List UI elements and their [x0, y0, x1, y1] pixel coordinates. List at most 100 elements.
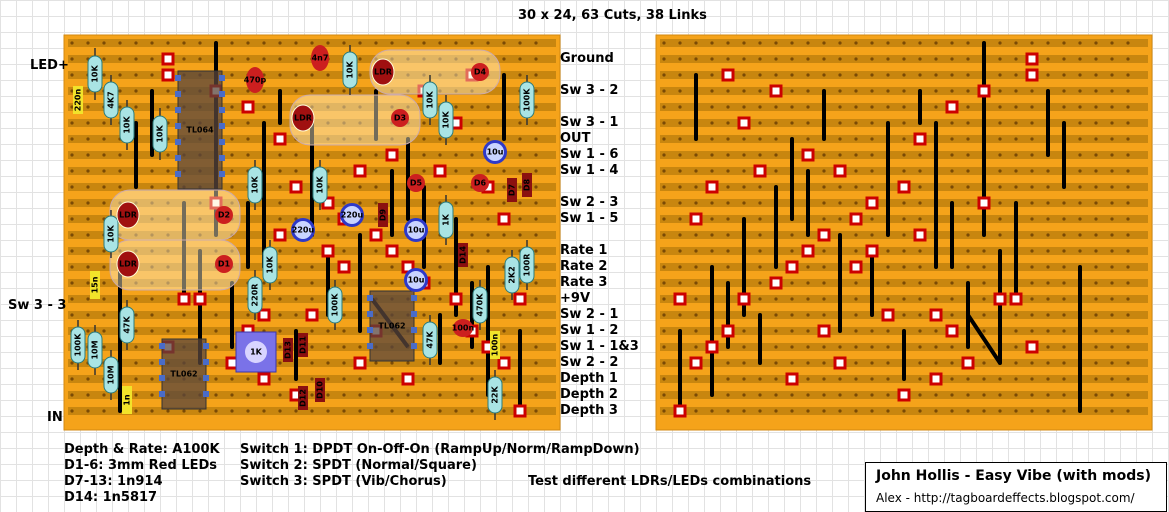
board-copper-side-hole: [662, 249, 666, 253]
board-copper-side-hole: [934, 345, 938, 349]
ic-tl064-pin: [219, 123, 225, 129]
board-copper-side-hole: [694, 201, 698, 205]
res-470k: [472, 286, 488, 324]
board-copper-side-hole: [822, 249, 826, 253]
board-copper-side-hole: [1046, 297, 1050, 301]
board-component-side-hole: [326, 233, 330, 237]
board-component-side-hole: [118, 169, 122, 173]
board-component-side-hole: [278, 73, 282, 77]
track-cut: [753, 164, 767, 178]
board-component-side-hole: [118, 249, 122, 253]
board-copper-side-hole: [1030, 233, 1034, 237]
board-copper-side-hole: [774, 121, 778, 125]
board-copper-side-hole: [1014, 169, 1018, 173]
board-copper-side-hole: [1014, 89, 1018, 93]
board-component-side-hole: [310, 265, 314, 269]
board-component-side-hole: [422, 313, 426, 317]
board-copper-side-hole: [806, 297, 810, 301]
note-switch1: Switch 1: DPDT On-Off-On (RampUp/Norm/Ra…: [240, 442, 640, 457]
board-copper-side-hole: [1094, 185, 1098, 189]
res-10k-b: [119, 106, 135, 144]
diode-d12-label: D12: [299, 389, 308, 407]
board-copper-side-hole: [662, 297, 666, 301]
board-component-side-hole: [278, 297, 282, 301]
board-copper-side-hole: [1078, 201, 1082, 205]
board-copper-side-hole: [854, 41, 858, 45]
track-cut: [801, 244, 815, 258]
board-copper-side-hole: [838, 393, 842, 397]
board-copper-side-hole: [822, 201, 826, 205]
board-copper-side-hole: [966, 89, 970, 93]
track-cut: [785, 372, 799, 386]
board-component-side-hole: [454, 89, 458, 93]
board-component-side-hole: [438, 297, 442, 301]
res-10k-i: [262, 246, 278, 284]
board-component-side-hole: [150, 281, 154, 285]
board-copper-side-hole: [1014, 345, 1018, 349]
ic-tl062-a-label: TL062: [170, 370, 197, 379]
track-cut: [385, 148, 399, 162]
board-copper-side-hole: [710, 57, 714, 61]
ic-tl062-a-pin: [203, 391, 209, 397]
board-component-side-hole: [406, 409, 410, 413]
board-copper-side-hole: [934, 73, 938, 77]
board-component-side-hole: [390, 265, 394, 269]
board-copper-side-hole: [886, 57, 890, 61]
board-component-side-hole: [198, 233, 202, 237]
note-d7-13: D7-13: 1n914: [64, 474, 163, 489]
board-component-side-hole: [358, 377, 362, 381]
board-component-side-hole: [70, 201, 74, 205]
board-component-side-hole: [470, 169, 474, 173]
track-cut: [353, 356, 367, 370]
ic-tl062-b-pin: [411, 327, 417, 333]
cap-220n-value: 220n: [74, 89, 83, 112]
ldr-4: [116, 250, 140, 278]
board-copper-side-hole: [678, 41, 682, 45]
board-copper-side-hole: [662, 233, 666, 237]
row-label-18: Depth 3: [560, 403, 618, 418]
board-component-side-hole: [230, 185, 234, 189]
ic-tl062-b-label: TL062: [378, 322, 405, 331]
board-copper-side-hole: [1046, 265, 1050, 269]
board-copper-side-hole: [902, 265, 906, 269]
board-component-side-hole: [534, 41, 538, 45]
board-copper-side-hole: [1046, 329, 1050, 333]
board-copper-side-hole: [822, 153, 826, 157]
res-10k-f-value: 10K: [346, 61, 355, 79]
board-component-side-hole: [102, 409, 106, 413]
board-component-side-hole: [150, 297, 154, 301]
board-copper-side-hole: [966, 169, 970, 173]
board-copper-side-hole: [822, 73, 826, 77]
ic-tl064-pin: [175, 155, 181, 161]
board-copper-side-hole: [710, 153, 714, 157]
board-copper-side-hole: [1030, 169, 1034, 173]
board-copper-side-hole: [710, 217, 714, 221]
board-copper-side-hole: [950, 121, 954, 125]
board-copper-side-hole: [758, 121, 762, 125]
board-copper-side-hole: [726, 137, 730, 141]
board-component-side-hole: [342, 329, 346, 333]
board-copper-side-hole: [694, 409, 698, 413]
track-cut: [337, 260, 351, 274]
board-component-side-hole: [518, 217, 522, 221]
board-copper-side-hole: [806, 393, 810, 397]
led-d2-label: D2: [218, 211, 230, 220]
board-copper-side-hole: [886, 105, 890, 109]
board-component-side-hole: [166, 233, 170, 237]
board-component-side-hole: [134, 73, 138, 77]
board-component-side-hole: [342, 281, 346, 285]
board-copper-side-hole: [934, 297, 938, 301]
board-copper-side-hole: [1094, 217, 1098, 221]
board-copper-side-hole: [934, 41, 938, 45]
board-copper-side-hole: [902, 89, 906, 93]
board-component-side-hole: [278, 153, 282, 157]
board-copper-side-hole: [742, 41, 746, 45]
board-component-side-hole: [166, 217, 170, 221]
board-copper-side-hole: [982, 361, 986, 365]
board-component-side-hole: [454, 153, 458, 157]
board-copper-side-hole: [1094, 361, 1098, 365]
board-component-side-hole: [182, 57, 186, 61]
board-copper-side-hole: [1126, 297, 1130, 301]
board-component-side-hole: [294, 409, 298, 413]
board-component-side-hole: [326, 137, 330, 141]
